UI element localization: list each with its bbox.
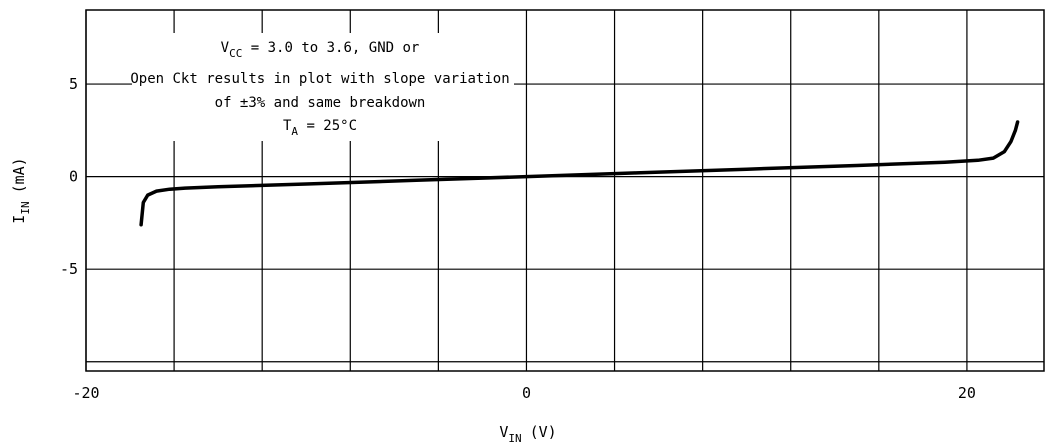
tick-labels: -20 0 20 5 0 -5 — [60, 75, 976, 402]
series-line — [139, 120, 1020, 227]
annotation-line-3: of ±3% and same breakdown — [215, 95, 426, 111]
x-axis-label: VIN (V) — [499, 423, 556, 445]
annotation-line-2: Open Ckt results in plot with slope vari… — [130, 71, 509, 87]
annotation: VCC = 3.0 to 3.6, GND or Open Ckt result… — [130, 40, 509, 138]
annotation-line-4: TA = 25°C — [283, 118, 357, 138]
x-tick-label: 0 — [522, 384, 531, 402]
y-tick-label: 5 — [69, 75, 78, 93]
x-tick-label: -20 — [72, 384, 99, 402]
annotation-line-1: VCC = 3.0 to 3.6, GND or — [221, 40, 420, 60]
y-axis-label: IIN(mA) — [10, 157, 32, 223]
y-tick-label: -5 — [60, 260, 78, 278]
grid — [85, 10, 1044, 371]
y-tick-label: 0 — [69, 168, 78, 186]
series-layer — [139, 120, 1020, 227]
annotation-background — [132, 33, 514, 141]
x-tick-label: 20 — [958, 384, 976, 402]
